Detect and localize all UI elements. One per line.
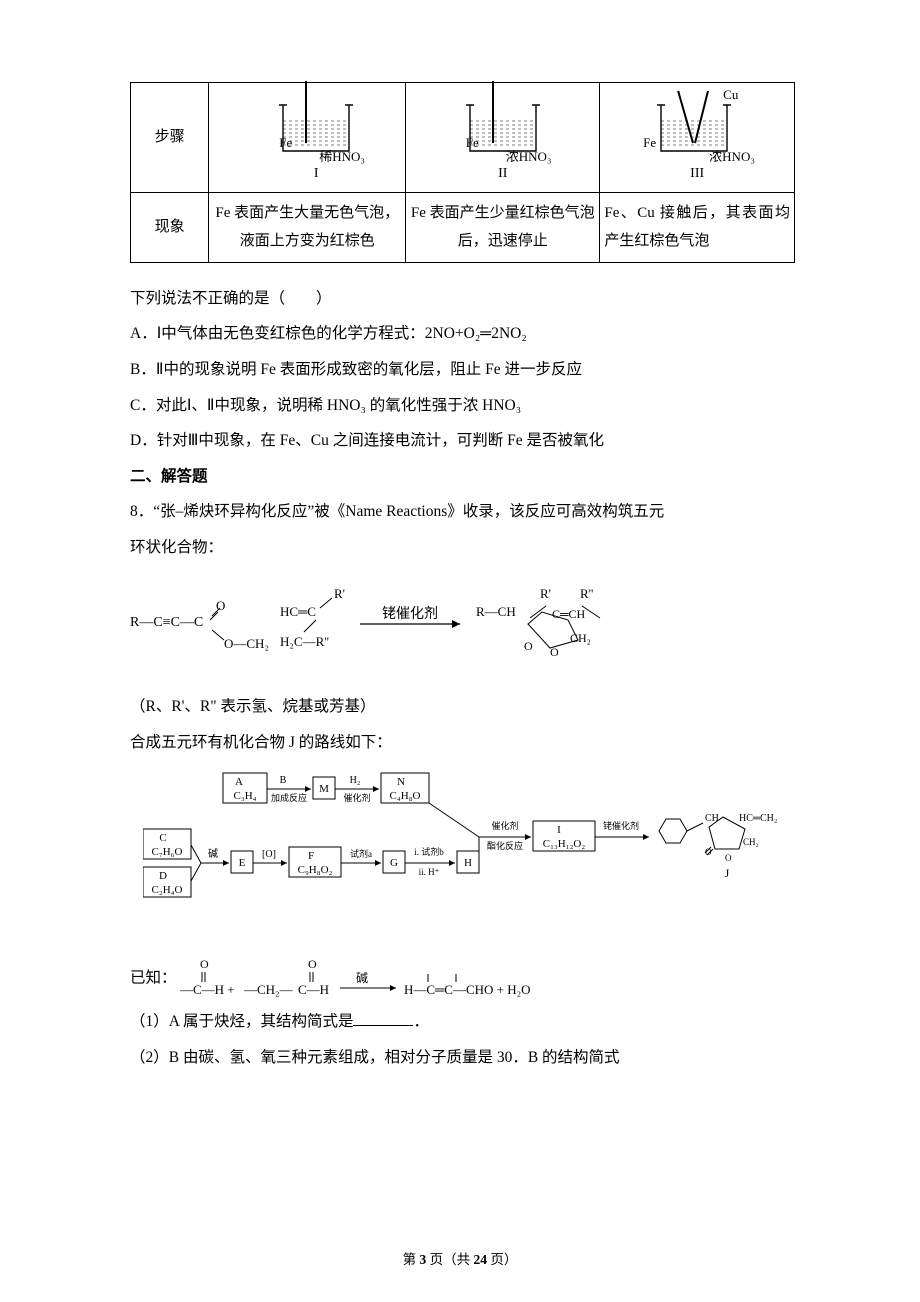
beaker-2: Fe 浓HNO₃ <box>460 91 546 159</box>
svg-text:C₂H₄O: C₂H₄O <box>151 884 182 896</box>
svg-text:[O]: [O] <box>262 849 276 860</box>
svg-text:酯化反应: 酯化反应 <box>486 840 522 851</box>
label-acid-3: 浓HNO₃ <box>709 145 755 170</box>
section-2-head: 二、解答题 <box>130 459 795 495</box>
svg-text:铑催化剂: 铑催化剂 <box>602 820 638 831</box>
svg-text:N: N <box>397 776 405 788</box>
option-C: C．对此Ⅰ、Ⅱ中现象，说明稀 HNO₃ 的氧化性强于浓 HNO₃ <box>130 388 795 424</box>
sub-q1-text: （1）A 属于炔烃，其结构简式是 <box>130 1013 353 1030</box>
svg-text:CH₂: CH₂ <box>570 631 591 645</box>
svg-text:C₉H₈O₂: C₉H₈O₂ <box>297 864 332 876</box>
svg-text:C₃H₄: C₃H₄ <box>233 790 256 802</box>
label-cu-3: Cu <box>723 83 738 108</box>
svg-text:O: O <box>550 645 559 659</box>
svg-text:R—CH: R—CH <box>476 604 516 619</box>
stem-line: 下列说法不正确的是（ ） <box>130 281 795 317</box>
svg-text:试剂a: 试剂a <box>350 848 372 859</box>
step-cell-1: Fe 稀HNO₃ I <box>209 83 406 193</box>
svg-text:HC═CH₂: HC═CH₂ <box>739 813 777 824</box>
svg-text:H₂: H₂ <box>349 775 360 786</box>
label-fe-2: Fe <box>466 131 479 156</box>
svg-text:B: B <box>279 775 286 786</box>
svg-text:C—H: C—H <box>298 982 329 997</box>
experiment-table: 步骤 Fe 稀HNO₃ I <box>130 82 795 263</box>
svg-text:D: D <box>159 870 167 882</box>
q8-line2: 环状化合物： <box>130 530 795 566</box>
sub-q2: （2）B 由碳、氢、氧三种元素组成，相对分子质量是 30．B 的结构简式 <box>130 1040 795 1076</box>
svg-text:加成反应: 加成反应 <box>270 792 306 803</box>
svg-text:—CH₂—: —CH₂— <box>243 982 294 997</box>
q8-line1: 8．“张–烯炔环异构化反应”被《Name Reactions》收录，该反应可高效… <box>130 494 795 530</box>
phen-2: Fe 表面产生少量红棕色气泡后，迅速停止 <box>406 192 600 262</box>
row-head-phen: 现象 <box>131 192 209 262</box>
svg-text:催化剂: 催化剂 <box>343 792 370 803</box>
svg-text:H: H <box>464 857 472 869</box>
svg-text:G: G <box>390 857 398 869</box>
svg-text:ii. H⁺: ii. H⁺ <box>418 867 439 877</box>
svg-text:O: O <box>524 639 533 653</box>
beaker-1: Fe 稀HNO₃ <box>273 91 359 159</box>
footer-pre: 第 <box>403 1252 420 1267</box>
svg-text:C: C <box>159 832 166 844</box>
q8-route-lead: 合成五元环有机化合物 J 的路线如下： <box>130 725 795 761</box>
svg-text:O: O <box>308 957 317 971</box>
svg-text:O: O <box>725 853 732 863</box>
svg-text:R': R' <box>540 586 551 601</box>
footer-post: 页） <box>487 1252 517 1267</box>
roman-3: III <box>604 161 790 188</box>
svg-text:E: E <box>238 857 245 869</box>
page-footer: 第 3 页（共 24 页） <box>0 1248 920 1268</box>
svg-text:J: J <box>724 866 729 880</box>
svg-text:C₇H₆O: C₇H₆O <box>151 846 182 858</box>
svg-text:i. 试剂b: i. 试剂b <box>414 846 444 857</box>
synthesis-route: A C₃H₄ B 加成反应 M H₂ 催化剂 N C₄H₈O C C₇H₆O <box>130 771 795 945</box>
svg-text:C₄H₈O: C₄H₈O <box>389 790 420 802</box>
known-lead: 已知： <box>130 970 177 987</box>
svg-text:O: O <box>200 957 209 971</box>
svg-text:O—CH₂: O—CH₂ <box>224 636 269 651</box>
option-A: A．Ⅰ中气体由无色变红棕色的化学方程式：2NO+O₂═2NO₂ <box>130 316 795 352</box>
beaker-3: Fe Cu 浓HNO₃ <box>649 91 745 159</box>
option-B: B．Ⅱ中的现象说明 Fe 表面形成致密的氧化层，阻止 Fe 进一步反应 <box>130 352 795 388</box>
svg-text:R': R' <box>334 586 345 601</box>
question-block: 下列说法不正确的是（ ） A．Ⅰ中气体由无色变红棕色的化学方程式：2NO+O₂═… <box>130 281 795 1076</box>
svg-text:H₂C—R'': H₂C—R'' <box>280 634 329 649</box>
svg-text:CH₂: CH₂ <box>743 837 759 847</box>
sub-q1-tail: ． <box>413 1013 429 1030</box>
step-cell-2: Fe 浓HNO₃ II <box>406 83 600 193</box>
svg-text:HC═C: HC═C <box>280 604 316 619</box>
svg-text:R—C≡C—C: R—C≡C—C <box>130 615 203 630</box>
svg-text:A: A <box>235 776 243 788</box>
svg-text:C═CH: C═CH <box>552 607 586 621</box>
known-line: 已知： O —C—H + —CH₂— O C—H 碱 H—C═C—CHO + H… <box>130 954 795 1004</box>
q8-note: （R、R'、R" 表示氢、烷基或芳基） <box>130 689 795 725</box>
svg-text:碱: 碱 <box>208 848 218 860</box>
phen-3: Fe、Cu 接触后，其表面均产生红棕色气泡 <box>600 192 795 262</box>
option-D: D．针对Ⅲ中现象，在 Fe、Cu 之间连接电流计，可判断 Fe 是否被氧化 <box>130 423 795 459</box>
q8-reaction-scheme: R—C≡C—C O O—CH₂ HC═C R' H₂C—R'' 铑催化剂 R—C… <box>130 576 795 680</box>
label-acid-2: 浓HNO₃ <box>506 145 552 170</box>
svg-text:F: F <box>307 850 313 862</box>
svg-text:催化剂: 催化剂 <box>491 820 518 831</box>
phen-1: Fe 表面产生大量无色气泡，液面上方变为红棕色 <box>209 192 406 262</box>
blank-1 <box>353 1011 413 1026</box>
label-fe-1: Fe <box>279 131 292 156</box>
label-acid-1: 稀HNO₃ <box>319 145 365 170</box>
row-head-step: 步骤 <box>131 83 209 193</box>
footer-total: 24 <box>474 1252 488 1267</box>
svg-text:—C—H +: —C—H + <box>180 982 235 997</box>
svg-text:C₁₃H₁₂O₂: C₁₃H₁₂O₂ <box>542 838 585 850</box>
svg-text:I: I <box>557 824 561 836</box>
svg-text:H—C═C—CHO + H₂O: H—C═C—CHO + H₂O <box>404 982 531 997</box>
label-fe-3: Fe <box>643 131 656 156</box>
sub-q1: （1）A 属于炔烃，其结构简式是 ． <box>130 1004 795 1040</box>
svg-text:M: M <box>319 783 329 795</box>
svg-text:R'': R'' <box>580 586 593 601</box>
footer-mid: 页（共 <box>426 1252 473 1267</box>
step-cell-3: Fe Cu 浓HNO₃ III <box>600 83 795 193</box>
svg-text:碱: 碱 <box>356 971 368 985</box>
svg-text:CH: CH <box>705 813 719 824</box>
roman-2: II <box>410 161 595 188</box>
arrow-label: 铑催化剂 <box>382 606 438 622</box>
